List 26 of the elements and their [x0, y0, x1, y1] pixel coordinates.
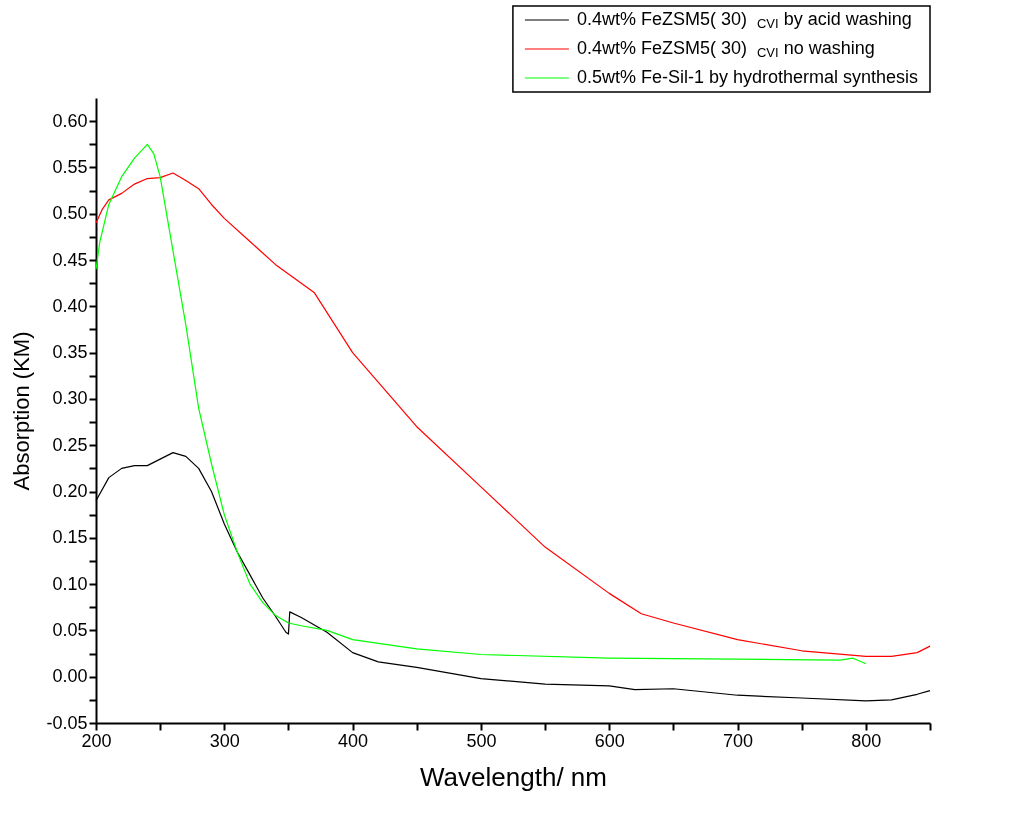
x-tick-label: 800 [851, 730, 882, 751]
x-tick-label: 400 [338, 730, 369, 751]
y-tick-label: 0.55 [52, 156, 88, 177]
y-tick-label: 0.45 [52, 249, 88, 270]
y-tick-label: 0.00 [52, 666, 88, 687]
y-tick-label: 0.05 [52, 619, 88, 640]
x-tick-label: 700 [723, 730, 754, 751]
y-tick-label: -0.05 [46, 712, 88, 733]
y-tick-label: 0.50 [52, 203, 88, 224]
y-tick-label: 0.30 [52, 388, 88, 409]
legend-label: 0.4wt% FeZSM5( 30) CVI no washing [576, 38, 875, 60]
x-tick-label: 300 [209, 730, 240, 751]
y-tick-label: 0.15 [52, 527, 88, 548]
x-tick-label: 600 [594, 730, 625, 751]
y-tick-label: 0.25 [52, 434, 88, 455]
y-tick-label: 0.20 [52, 481, 88, 502]
x-axis-title: Wavelength/ nm [420, 761, 607, 792]
legend-label: 0.5wt% Fe-Sil-1 by hydrothermal synthesis [576, 67, 919, 87]
y-tick-label: 0.60 [52, 110, 88, 131]
y-tick-label: 0.35 [52, 342, 88, 363]
x-tick-label: 500 [466, 730, 497, 751]
y-tick-label: 0.40 [52, 295, 88, 316]
x-tick-label: 200 [81, 730, 112, 751]
legend-label: 0.4wt% FeZSM5( 30) CVI by acid washing [576, 9, 912, 31]
y-axis-title: Absorption (KM) [9, 331, 35, 491]
y-tick-label: 0.10 [52, 573, 88, 594]
